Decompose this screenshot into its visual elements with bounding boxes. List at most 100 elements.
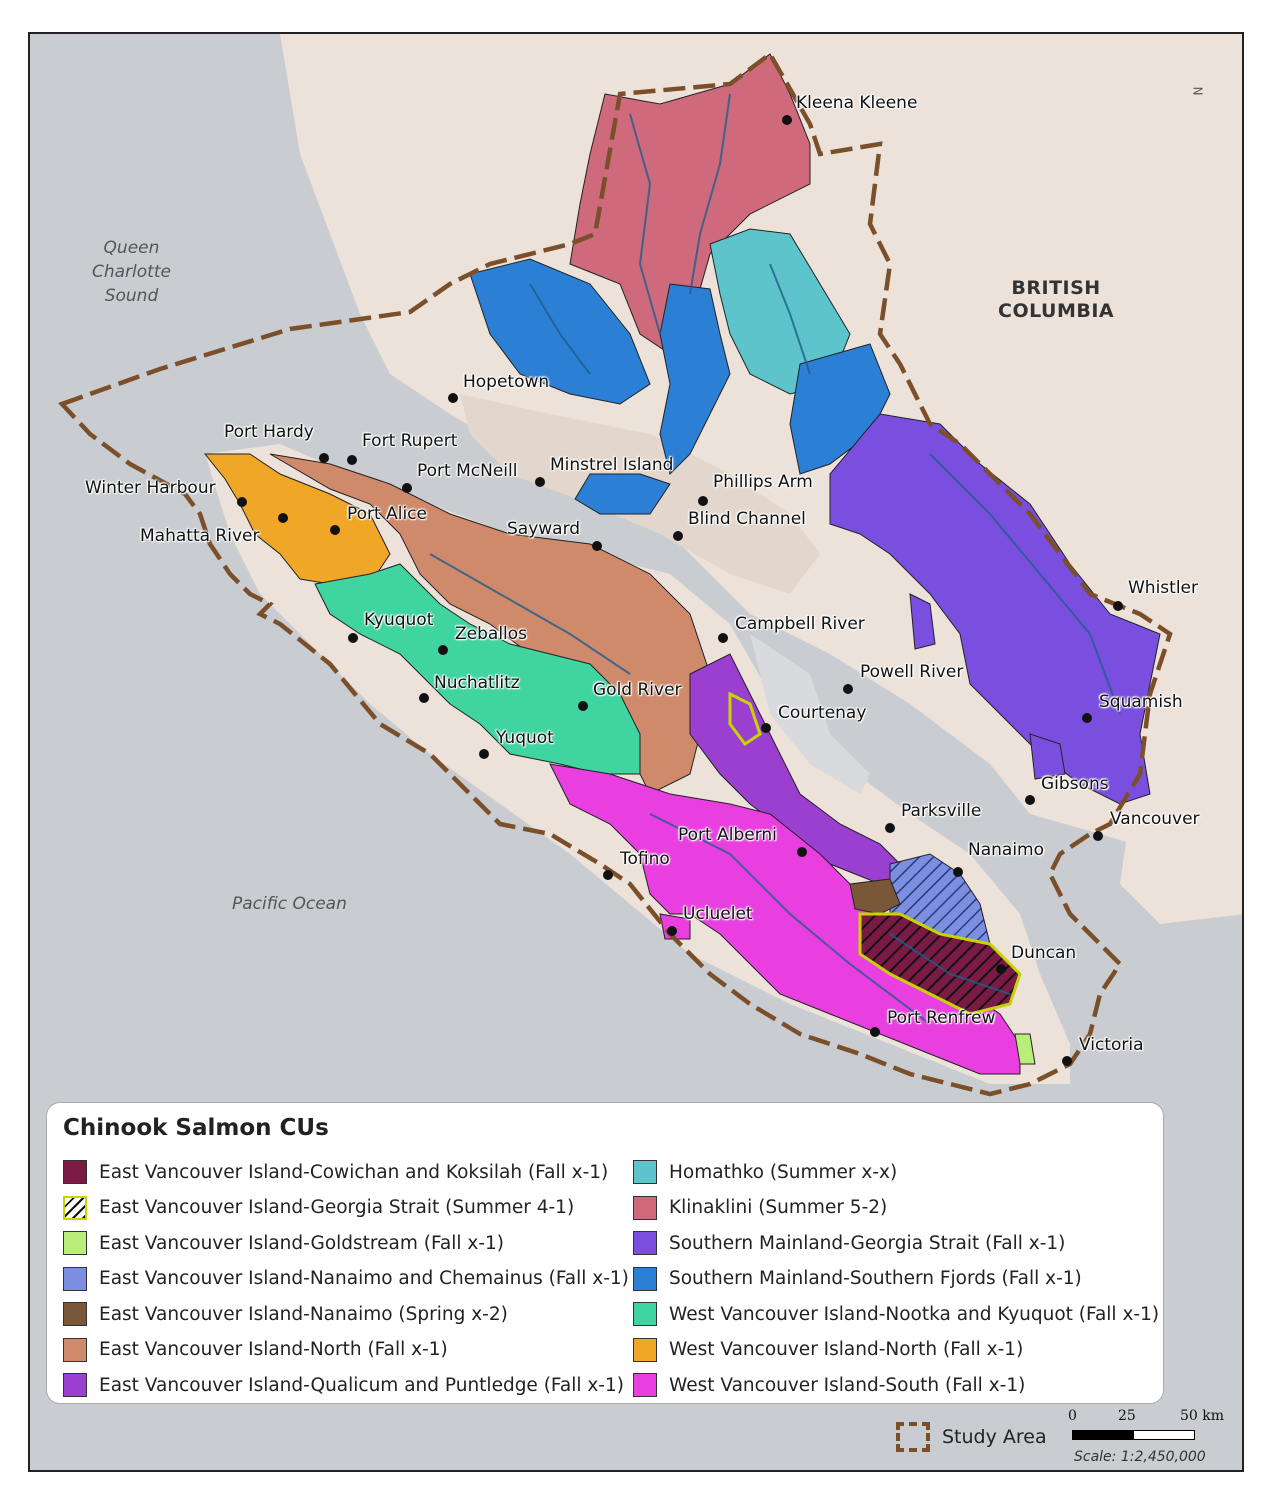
legend-label: East Vancouver Island-Georgia Strait (Su… [99, 1197, 575, 1218]
dot-vancouver [1093, 831, 1103, 841]
british-columbia-label: BRITISH COLUMBIA [998, 277, 1115, 322]
dot-victoria [1062, 1056, 1072, 1066]
place-label-port-mcneill: Port McNeill [417, 461, 518, 481]
legend-item: East Vancouver Island-Cowichan and Koksi… [63, 1159, 608, 1185]
north-arrow-icon: N [1191, 86, 1206, 96]
legend-item: East Vancouver Island-Qualicum and Puntl… [63, 1372, 624, 1398]
dot-courtenay [761, 723, 771, 733]
legend-swatch [63, 1195, 87, 1220]
dot-hopetown [448, 393, 458, 403]
dot-blind-channel [673, 531, 683, 541]
place-label-squamish: Squamish [1099, 692, 1183, 712]
legend-item: East Vancouver Island-Nanaimo (Spring x-… [63, 1301, 508, 1327]
dot-ucluelet [667, 926, 677, 936]
dot-tofino [603, 870, 613, 880]
place-label-gold-river: Gold River [593, 680, 682, 700]
dot-duncan [996, 964, 1006, 974]
dot-yuquot [479, 749, 489, 759]
rivers [429, 93, 1121, 1025]
place-label-campbell-river: Campbell River [735, 614, 865, 634]
legend-swatch [63, 1373, 87, 1397]
place-label-victoria: Victoria [1079, 1035, 1144, 1055]
cowichan-koksilah-cu [858, 912, 1022, 1016]
legend-label: West Vancouver Island-North (Fall x-1) [669, 1339, 1024, 1360]
legend-title: Chinook Salmon CUs [63, 1115, 329, 1141]
legend-label: East Vancouver Island-Goldstream (Fall x… [99, 1232, 505, 1254]
legend-label: East Vancouver Island-Nanaimo and Chemai… [99, 1268, 629, 1289]
dot-port-hardy [319, 453, 329, 463]
dot-whistler [1113, 601, 1123, 611]
place-label-phillips-arm: Phillips Arm [713, 472, 813, 492]
georgia-strait-mainland-cu-b [909, 593, 936, 650]
dot-gold-river [578, 701, 588, 711]
study-area-swatch [896, 1422, 930, 1452]
study-area-boundary [58, 50, 1173, 1097]
dot-port-renfrew [870, 1027, 880, 1037]
dot-nanaimo [953, 867, 963, 877]
legend-label: East Vancouver Island-Qualicum and Puntl… [99, 1374, 624, 1396]
legend-label: Southern Mainland-Southern Fjords (Fall … [669, 1268, 1082, 1289]
place-label-vancouver: Vancouver [1110, 809, 1200, 829]
scale-tick-0: 0 [1068, 1408, 1077, 1424]
legend-label: West Vancouver Island-South (Fall x-1) [669, 1374, 1026, 1396]
legend-item: Southern Mainland-Southern Fjords (Fall … [633, 1266, 1082, 1292]
place-label-ucluelet: Ucluelet [683, 904, 753, 924]
legend-swatch [63, 1231, 87, 1255]
place-label-port-alberni: Port Alberni [678, 825, 777, 845]
legend-item: Southern Mainland-Georgia Strait (Fall x… [633, 1230, 1065, 1256]
place-label-nuchatlitz: Nuchatlitz [434, 673, 520, 693]
legend-swatch [633, 1160, 657, 1184]
scale-ratio: Scale: 1:2,450,000 [1074, 1449, 1206, 1465]
legend-item: East Vancouver Island-Nanaimo and Chemai… [63, 1266, 629, 1292]
place-dots [237, 115, 1123, 1066]
dot-zeballos [438, 645, 448, 655]
map-frame: Queen Charlotte Sound Pacific Ocean BRIT… [28, 32, 1244, 1472]
georgia-strait-mainland-cu-c [1029, 733, 1066, 780]
legend-swatch [633, 1195, 657, 1220]
map-canvas [58, 34, 1242, 1097]
goldstream-cu [1014, 1033, 1036, 1065]
dot-port-alberni [797, 847, 807, 857]
legend-item: West Vancouver Island-South (Fall x-1) [633, 1372, 1025, 1398]
legend-swatch [63, 1266, 87, 1291]
place-label-nanaimo: Nanaimo [968, 840, 1045, 860]
legend-swatch [63, 1302, 87, 1326]
place-label-hopetown: Hopetown [463, 372, 550, 392]
dot-port-mcneill [402, 483, 412, 493]
legend-swatch [633, 1231, 657, 1255]
place-label-port-hardy: Port Hardy [224, 422, 314, 442]
nootka-kyuquot-cu [314, 563, 641, 775]
pacific-ocean-label: Pacific Ocean [232, 894, 347, 914]
scale-bar-white [1133, 1430, 1195, 1440]
georgia-strait-mainland-cu [829, 413, 1161, 805]
dot-powell-river [843, 684, 853, 694]
legend-swatch [633, 1266, 657, 1291]
legend-swatch [633, 1302, 657, 1326]
dot-fort-rupert [347, 455, 357, 465]
place-label-parksville: Parksville [901, 801, 982, 821]
georgia-strait-summer-cu [728, 691, 762, 747]
southern-fjords-cu-b [659, 283, 731, 475]
legend-label: Homathko (Summer x-x) [669, 1161, 898, 1183]
scale-bar: 0 25 50 km Scale: 1:2,450,000 [1066, 1408, 1236, 1470]
place-label-port-alice: Port Alice [347, 504, 427, 524]
legend-swatch [633, 1373, 657, 1397]
study-area-label: Study Area [942, 1426, 1047, 1448]
dot-parksville [885, 823, 895, 833]
dot-winter-harbour [237, 497, 247, 507]
place-label-mahatta-river: Mahatta River [140, 526, 260, 546]
place-label-whistler: Whistler [1128, 578, 1199, 598]
place-label-kleena-kleene: Kleena Kleene [796, 93, 918, 113]
legend-label: East Vancouver Island-North (Fall x-1) [99, 1339, 448, 1360]
place-label-gibsons: Gibsons [1041, 774, 1109, 794]
legend-label: Southern Mainland-Georgia Strait (Fall x… [669, 1232, 1066, 1254]
place-label-sayward: Sayward [507, 519, 581, 539]
legend-item: West Vancouver Island-North (Fall x-1) [633, 1337, 1023, 1363]
place-label-kyuquot: Kyuquot [364, 610, 434, 630]
legend-item: East Vancouver Island-North (Fall x-1) [63, 1337, 448, 1363]
scale-tick-25: 25 [1118, 1408, 1136, 1424]
place-label-fort-rupert: Fort Rupert [362, 431, 458, 451]
dot-nuchatlitz [419, 693, 429, 703]
mainland-east-land [1120, 794, 1242, 924]
dot-gibsons [1025, 795, 1035, 805]
